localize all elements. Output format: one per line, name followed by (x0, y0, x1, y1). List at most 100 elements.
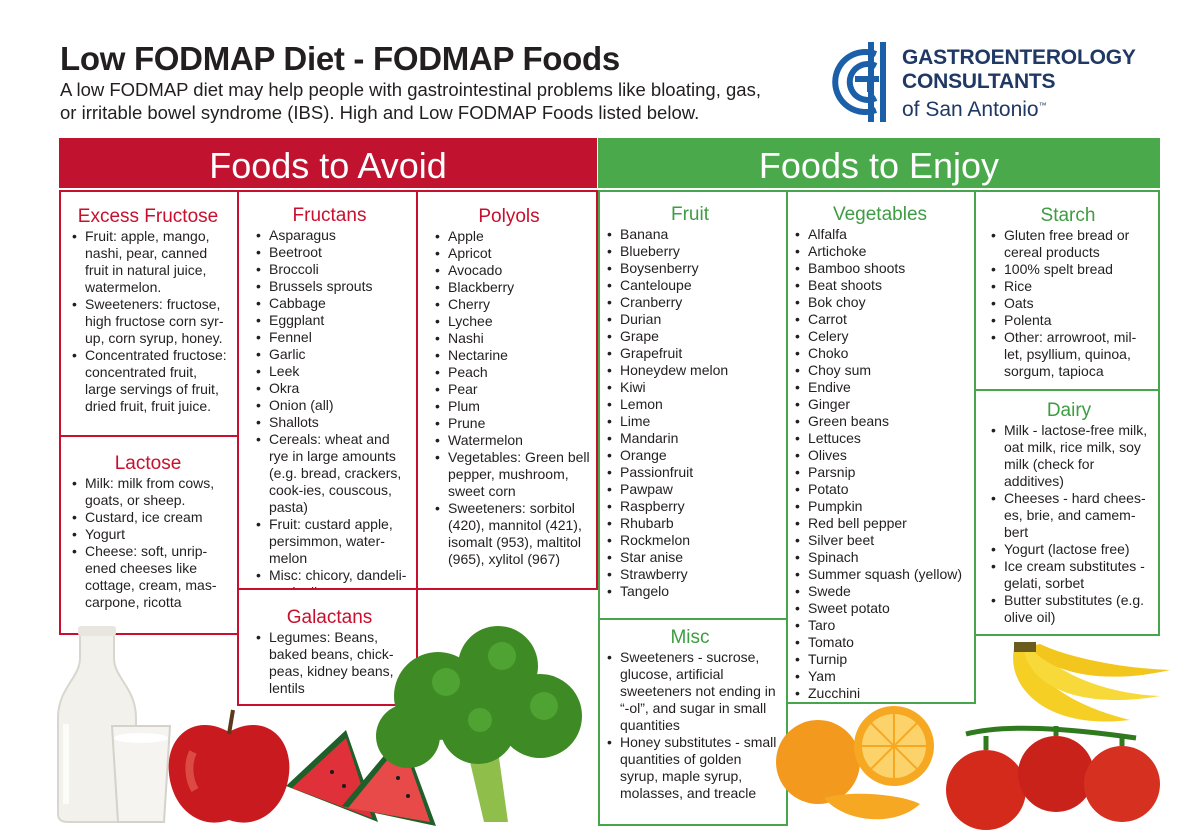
excess-fructose-box: Excess Fructose Fruit: apple, mango, nas… (59, 190, 239, 437)
galactans-list: Legumes: Beans, baked beans, chick-peas,… (249, 629, 410, 697)
vegetables-box: Vegetables AlfalfaArtichokeBamboo shoots… (786, 190, 976, 704)
list-item: Lychee (428, 313, 590, 330)
list-item: Grape (600, 328, 780, 345)
polyols-title: Polyols (478, 206, 540, 227)
list-item: Lime (600, 413, 780, 430)
logo-icon (832, 42, 886, 122)
list-item: Polenta (984, 312, 1152, 329)
list-item: Bok choy (788, 294, 972, 311)
list-item: Yam (788, 668, 972, 685)
logo-line-1: GASTROENTEROLOGY (902, 46, 1136, 69)
list-item: Shallots (249, 414, 410, 431)
list-item: Broccoli (249, 261, 410, 278)
list-item: Green beans (788, 413, 972, 430)
list-item: Butter substitutes (e.g. olive oil) (984, 592, 1154, 626)
vegetables-title: Vegetables (832, 204, 928, 225)
list-item: Star anise (600, 549, 780, 566)
list-item: Boysenberry (600, 260, 780, 277)
list-item: Yogurt (lactose free) (984, 541, 1154, 558)
misc-box: Misc Sweeteners - sucrose, glucose, arti… (598, 618, 788, 826)
list-item: Tangelo (600, 583, 780, 600)
list-item: Honey substitutes - small quantities of … (600, 734, 780, 802)
list-item: Artichoke (788, 243, 972, 260)
list-item: Cheeses - hard chees-es, brie, and camem… (984, 490, 1154, 541)
list-item: Celery (788, 328, 972, 345)
page-subtitle: A low FODMAP diet may help people with g… (60, 79, 761, 123)
list-item: Banana (600, 226, 780, 243)
list-item: Nectarine (428, 347, 590, 364)
list-item: Blueberry (600, 243, 780, 260)
dairy-list: Milk - lactose-free milk, oat milk, rice… (984, 422, 1154, 626)
list-item: Legumes: Beans, baked beans, chick-peas,… (249, 629, 410, 697)
foods-to-enjoy-banner: Foods to Enjoy (598, 138, 1160, 188)
list-item: Spinach (788, 549, 972, 566)
list-item: Parsnip (788, 464, 972, 481)
list-item: Sweet potato (788, 600, 972, 617)
list-item: Gluten free bread or cereal products (984, 227, 1152, 261)
list-item: Rockmelon (600, 532, 780, 549)
list-item: Asparagus (249, 227, 410, 244)
list-item: Choy sum (788, 362, 972, 379)
fructans-box: Fructans AsparagusBeetrootBroccoliBrusse… (237, 190, 418, 590)
list-item: Silver beet (788, 532, 972, 549)
fruit-box: Fruit BananaBlueberryBoysenberryCantelou… (598, 190, 788, 620)
list-item: Kiwi (600, 379, 780, 396)
galactans-title: Galactans (286, 607, 373, 628)
watermelon-image (286, 730, 436, 826)
list-item: Concentrated fructose: concentrated frui… (65, 347, 231, 415)
list-item: Zucchini (788, 685, 972, 702)
list-item: Pumpkin (788, 498, 972, 515)
list-item: Prune (428, 415, 590, 432)
lactose-box: Lactose Milk: milk from cows, goats, or … (59, 435, 239, 635)
list-item: Mandarin (600, 430, 780, 447)
broccoli-image (376, 626, 582, 822)
list-item: Yogurt (65, 526, 231, 543)
lactose-title: Lactose (114, 453, 182, 474)
list-item: Summer squash (yellow) (788, 566, 972, 583)
list-item: Other: arrowroot, mil-let, psyllium, qui… (984, 329, 1152, 380)
list-item: Honeydew melon (600, 362, 780, 379)
list-item: Olives (788, 447, 972, 464)
list-item: Orange (600, 447, 780, 464)
list-item: Ginger (788, 396, 972, 413)
list-item: 100% spelt bread (984, 261, 1152, 278)
list-item: Grapefruit (600, 345, 780, 362)
list-item: Cheese: soft, unrip-ened cheeses like co… (65, 543, 231, 611)
fruit-list: BananaBlueberryBoysenberryCanteloupeCran… (600, 226, 780, 600)
list-item: Strawberry (600, 566, 780, 583)
list-item: Oats (984, 295, 1152, 312)
list-item: Blackberry (428, 279, 590, 296)
list-item: Swede (788, 583, 972, 600)
list-item: Cranberry (600, 294, 780, 311)
list-item: Durian (600, 311, 780, 328)
list-item: Fruit: apple, mango, nashi, pear, canned… (65, 228, 231, 296)
list-item: Lettuces (788, 430, 972, 447)
list-item: Milk - lactose-free milk, oat milk, rice… (984, 422, 1154, 490)
fruit-title: Fruit (671, 204, 709, 225)
polyols-list: AppleApricotAvocadoBlackberryCherryLyche… (428, 228, 590, 568)
list-item: Ice cream substitutes - gelati, sorbet (984, 558, 1154, 592)
list-item: Canteloupe (600, 277, 780, 294)
starch-list: Gluten free bread or cereal products100%… (984, 227, 1152, 380)
tomatoes-image (946, 725, 1160, 830)
logo-line-2: CONSULTANTS (902, 70, 1056, 93)
list-item: Cabbage (249, 295, 410, 312)
list-item: Garlic (249, 346, 410, 363)
foods-to-avoid-banner: Foods to Avoid (59, 138, 597, 188)
excess-fructose-list: Fruit: apple, mango, nashi, pear, canned… (65, 228, 231, 415)
list-item: Sweeteners: sorbitol (420), mannitol (42… (428, 500, 590, 568)
dairy-title: Dairy (1046, 400, 1092, 421)
list-item: Custard, ice cream (65, 509, 231, 526)
fructans-title: Fructans (292, 205, 367, 226)
list-item: Lemon (600, 396, 780, 413)
list-item: Brussels sprouts (249, 278, 410, 295)
list-item: Rice (984, 278, 1152, 295)
list-item: Potato (788, 481, 972, 498)
bananas-image (1013, 642, 1170, 722)
list-item: Raspberry (600, 498, 780, 515)
list-item: Choko (788, 345, 972, 362)
galactans-box: Galactans Legumes: Beans, baked beans, c… (237, 588, 418, 706)
dairy-box: Dairy Milk - lactose-free milk, oat milk… (974, 389, 1160, 636)
list-item: Endive (788, 379, 972, 396)
list-item: Tomato (788, 634, 972, 651)
